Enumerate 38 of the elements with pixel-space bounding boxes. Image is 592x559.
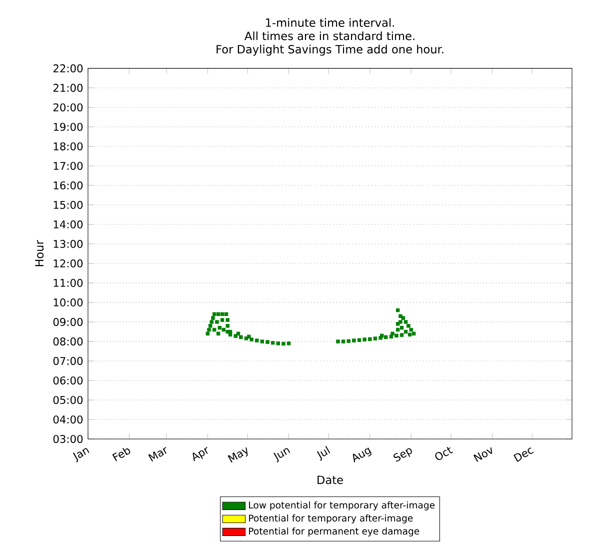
x-tick-label: Mar [148, 447, 166, 462]
y-tick-label: 11:00 [54, 278, 83, 287]
y-tick-label: 03:00 [53, 434, 83, 444]
legend-label: Potential for permanent eye damage [249, 527, 420, 536]
x-tick-label: Aug [352, 448, 372, 462]
y-tick-label: 21:00 [53, 84, 83, 92]
x-tick-label: Jun [274, 448, 290, 463]
x-tick-label: Feb [112, 448, 130, 462]
y-tick-label: 16:00 [54, 181, 83, 190]
x-tick-label: Sep [393, 448, 412, 462]
y-tick-label: 12:00 [54, 259, 83, 268]
y-tick-label: 15:00 [54, 200, 83, 209]
y-tick-label: 13:00 [54, 240, 83, 248]
x-tick-label: Jan [72, 448, 90, 462]
chart-title: 1-minute time interval. All times are in standard time. For Daylight Savings Time add one hour. [216, 18, 444, 56]
y-tick-label: 07:00 [53, 356, 83, 365]
y-tick-label: 17:00 [54, 162, 83, 170]
y-tick-label: 05:00 [53, 396, 83, 404]
legend-label: Low potential for temporary after-image [249, 501, 435, 510]
y-tick-label: 22:00 [53, 64, 83, 72]
y-tick-label: 14:00 [54, 220, 83, 228]
y-tick-label: 18:00 [54, 142, 83, 150]
x-tick-label: Jul [316, 446, 330, 461]
y-tick-label: 04:00 [53, 415, 83, 424]
y-tick-label: 06:00 [53, 376, 83, 384]
y-tick-label: 09:00 [53, 318, 83, 326]
x-tick-label: May [228, 447, 248, 463]
x-tick-label: Oct [435, 446, 454, 460]
x-tick-label: Apr [192, 447, 208, 462]
x-tick-label: Dec [513, 448, 534, 462]
x-tick-label: Nov [473, 447, 492, 462]
legend-label: Potential for temporary after-image [249, 514, 413, 524]
y-tick-label: 19:00 [54, 122, 83, 131]
x-axis-title: Date [318, 476, 343, 484]
y-tick-label: 20:00 [53, 103, 83, 112]
y-axis-title: Hour [35, 240, 44, 266]
y-tick-label: 10:00 [54, 298, 83, 306]
y-tick-label: 08:00 [53, 337, 83, 346]
